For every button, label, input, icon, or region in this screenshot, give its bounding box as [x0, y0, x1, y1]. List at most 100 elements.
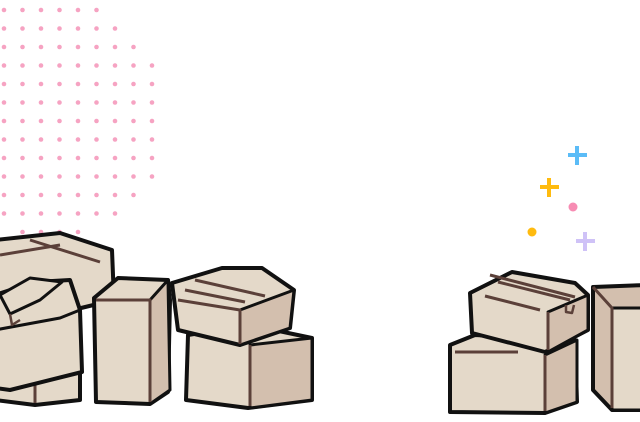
pattern-dot: [112, 192, 118, 198]
pattern-dot: [131, 63, 136, 68]
pattern-dot: [1, 192, 7, 198]
pattern-dot: [57, 63, 62, 68]
pattern-dot: [38, 137, 44, 142]
pattern-dot: [1, 26, 7, 31]
pattern-dot: [20, 192, 25, 198]
pattern-dot: [1, 118, 7, 124]
pattern-dot: [20, 44, 25, 50]
pattern-dot: [131, 192, 136, 198]
pattern-dot: [75, 81, 81, 87]
cardboard-box-icon: [591, 283, 640, 412]
pattern-dot: [112, 211, 118, 216]
pattern-dot: [94, 44, 99, 50]
pattern-dot: [38, 155, 44, 161]
pattern-dot: [38, 192, 44, 198]
pattern-dot: [75, 211, 81, 216]
pattern-dot: [1, 137, 7, 142]
pattern-dot: [38, 174, 44, 179]
pattern-dot: [57, 118, 62, 124]
pattern-dot: [131, 137, 136, 142]
pattern-dot: [94, 192, 99, 198]
pattern-dot: [38, 81, 44, 87]
cardboard-box-icon: [92, 276, 172, 406]
pattern-dot: [38, 118, 44, 124]
sparkles: [527, 146, 595, 251]
pattern-dot: [75, 63, 81, 68]
pattern-dot: [112, 44, 118, 50]
pattern-dot: [20, 174, 25, 179]
pattern-dot: [94, 7, 99, 13]
pattern-dot: [57, 211, 62, 216]
pattern-dot: [94, 26, 99, 31]
sparkle-dot-yellow-icon: [527, 227, 537, 237]
pattern-dot: [149, 63, 155, 68]
pattern-dot: [112, 26, 118, 31]
pattern-dot: [112, 63, 118, 68]
pattern-dot: [131, 81, 136, 87]
pattern-dot: [112, 81, 118, 87]
pattern-dot: [57, 44, 62, 50]
pattern-dot: [94, 155, 99, 161]
pattern-dot: [38, 44, 44, 50]
pattern-dot: [75, 192, 81, 198]
pattern-dot: [94, 137, 99, 142]
pattern-dot: [1, 211, 7, 216]
pattern-dot: [38, 100, 44, 105]
pattern-dot: [38, 7, 44, 13]
pattern-dot: [112, 155, 118, 161]
sparkle-plus-blue-icon: [568, 146, 587, 165]
pattern-dot: [149, 81, 155, 87]
pattern-dot: [1, 100, 7, 105]
pattern-dot: [1, 63, 7, 68]
pattern-dot: [94, 100, 99, 105]
pattern-dot: [131, 100, 136, 105]
pattern-dot: [1, 44, 7, 50]
sparkle-dot-pink-icon: [568, 202, 578, 212]
pattern-dot: [1, 155, 7, 161]
pattern-dot: [94, 211, 99, 216]
pattern-dot: [1, 81, 7, 87]
pattern-dot: [94, 81, 99, 87]
pattern-dot: [131, 155, 136, 161]
pattern-dot: [20, 155, 25, 161]
pattern-dot: [38, 63, 44, 68]
pattern-dot: [20, 137, 25, 142]
pattern-dot: [131, 174, 136, 179]
cardboard-box-icon: [448, 333, 579, 415]
pattern-dot: [94, 174, 99, 179]
pattern-dot: [57, 174, 62, 179]
pattern-dot: [38, 26, 44, 31]
pattern-dot: [131, 118, 136, 124]
pattern-dot: [112, 118, 118, 124]
pattern-dot: [75, 137, 81, 142]
sparkle-plus-yellow-icon: [540, 178, 559, 197]
pattern-dot: [75, 100, 81, 105]
pattern-dot: [20, 7, 25, 13]
pattern-dot: [20, 26, 25, 31]
pattern-dot: [112, 100, 118, 105]
pattern-dot: [57, 155, 62, 161]
pattern-dot: [57, 100, 62, 105]
pattern-dot: [94, 118, 99, 124]
pattern-dot: [149, 174, 155, 179]
cardboard-box-icon: [468, 270, 590, 354]
pattern-dot: [57, 192, 62, 198]
pattern-dot: [38, 211, 44, 216]
pattern-dot: [149, 100, 155, 105]
pattern-dot: [20, 211, 25, 216]
pattern-dot: [20, 63, 25, 68]
pattern-dot: [1, 7, 7, 13]
pattern-dot: [149, 155, 155, 161]
pattern-dot: [75, 118, 81, 124]
pattern-dot: [75, 155, 81, 161]
dot-pattern: [1, 7, 155, 235]
pattern-dot: [57, 81, 62, 87]
pattern-dot: [1, 174, 7, 179]
pattern-dot: [131, 44, 136, 50]
pattern-dot: [149, 118, 155, 124]
pattern-dot: [20, 81, 25, 87]
cardboard-box-icon: [0, 276, 84, 392]
pattern-dot: [112, 174, 118, 179]
